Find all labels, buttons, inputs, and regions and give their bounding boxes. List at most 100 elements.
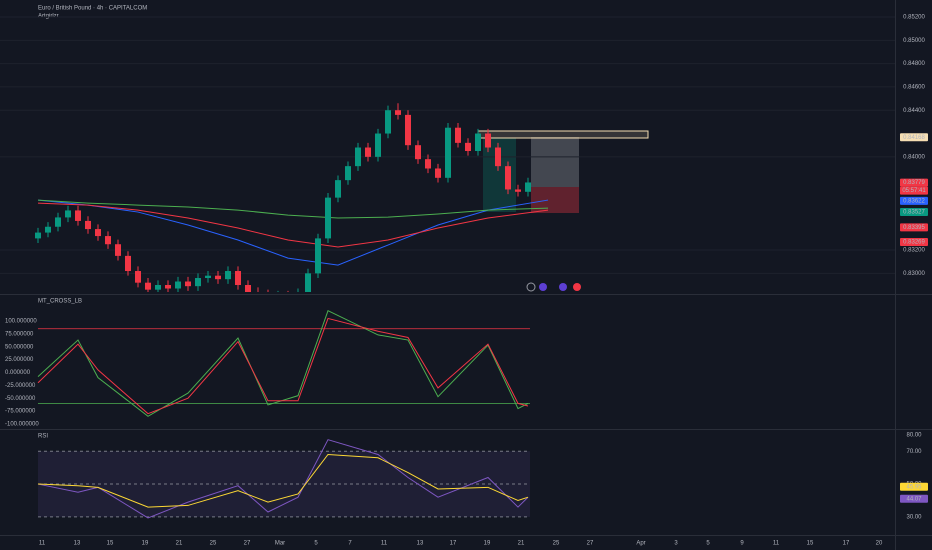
indicator-line [37, 199, 549, 266]
indicator-line [37, 317, 529, 415]
candle-body [165, 285, 171, 289]
x-tick-label: 15 [807, 541, 814, 547]
y-tick-label: 80.00 [906, 432, 922, 438]
indicator-line [37, 453, 529, 508]
pane-title: RSI [38, 434, 48, 440]
y-tick-label: 70.00 [906, 449, 922, 455]
pane [37, 310, 530, 417]
price-badge [900, 238, 928, 247]
x-tick-label: Apr [636, 541, 645, 547]
price-badge [900, 494, 928, 503]
x-tick-label: 15 [107, 541, 114, 547]
x-tick-label: 21 [518, 541, 525, 547]
x-tick-label: 17 [450, 541, 457, 547]
candle-body [325, 197, 331, 239]
icon[interactable] [539, 283, 547, 291]
candle-body [65, 210, 71, 218]
x-tick-label: 13 [74, 541, 81, 547]
price-badge [900, 178, 928, 187]
candle-body [475, 133, 481, 152]
y-tick-label: 25.000000 [5, 357, 34, 363]
price-badge-label: 0.83622 [903, 198, 925, 204]
candle-body [145, 282, 151, 290]
candle-body [455, 127, 461, 143]
tool-icons [526, 282, 581, 292]
highlight-level [477, 130, 649, 139]
y-tick-label: 0.84800 [903, 61, 925, 67]
countdown-bg [900, 186, 928, 195]
indicator-line [37, 310, 529, 417]
price-badge [900, 196, 928, 205]
y-tick-label: 0.000000 [5, 370, 31, 376]
x-tick-label: 5 [314, 541, 318, 547]
candle-body [315, 238, 321, 274]
y-tick-label: 0.85200 [903, 15, 925, 21]
y-tick-label: 0.84400 [903, 108, 925, 114]
candle-body [395, 110, 401, 115]
indicator-line [37, 202, 549, 248]
y-tick-label: -100.000000 [5, 422, 39, 428]
candle-body [235, 271, 241, 286]
x-tick-label: 3 [674, 541, 678, 547]
candle-body [35, 232, 41, 239]
candle-body [155, 285, 161, 290]
countdown: 05:57:41 [902, 188, 926, 194]
candle-body [415, 145, 421, 160]
indicator-line [37, 199, 549, 219]
y-tick-label: 0.83200 [903, 248, 925, 254]
candle-body [465, 142, 471, 152]
icon[interactable] [559, 283, 567, 291]
y-tick-label: 100.000000 [5, 319, 37, 325]
candle-body [125, 255, 131, 272]
projection-zone [531, 137, 579, 187]
candle-body [75, 210, 81, 221]
x-tick-label: 25 [210, 541, 217, 547]
x-tick-label: 19 [142, 541, 149, 547]
candle-body [225, 271, 231, 280]
indicator-line [37, 439, 529, 519]
candle-body [105, 236, 111, 245]
candle-body [55, 217, 61, 227]
candle-body [435, 168, 441, 178]
candle-body [335, 180, 341, 198]
candle-body [245, 285, 251, 292]
candle-body [515, 189, 521, 192]
price-badge-label: 45.95 [906, 484, 922, 490]
candle-body [85, 220, 91, 230]
price-badge-label: 0.83395 [903, 225, 925, 231]
x-tick-label: 13 [417, 541, 424, 547]
y-tick-label: 0.85000 [903, 38, 925, 44]
price-badge [900, 207, 928, 216]
candle-body [115, 244, 121, 256]
y-tick-label: 0.84000 [903, 154, 925, 160]
pane-title: MT_CROSS_LB [38, 299, 82, 305]
candle-body [135, 271, 141, 283]
candle-body [175, 281, 181, 289]
candle-body [445, 127, 451, 178]
candle-body [505, 166, 511, 190]
projection-loss-zone [531, 187, 579, 213]
price-badge-label: 0.83779 [903, 180, 925, 186]
icon[interactable] [573, 283, 581, 291]
y-tick-label: 0.83000 [903, 271, 925, 277]
candle-body [485, 133, 491, 148]
candle-body [45, 226, 51, 233]
candle-body [525, 182, 531, 192]
x-tick-label: 11 [773, 541, 780, 547]
x-tick-label: 27 [244, 541, 251, 547]
x-tick-label: 27 [587, 541, 594, 547]
candle-body [95, 229, 101, 237]
x-tick-label: 7 [348, 541, 352, 547]
pane [35, 103, 549, 292]
candle-body [495, 147, 501, 167]
candle-body [365, 147, 371, 157]
chart-title: Euro / British Pound · 4h · CAPITALCOM [38, 6, 147, 12]
x-tick-label: Mar [275, 541, 285, 547]
icon[interactable] [526, 282, 536, 292]
price-badge [900, 223, 928, 232]
x-tick-label: 20 [876, 541, 883, 547]
price-badge [900, 133, 928, 142]
candle-body [195, 278, 201, 287]
x-tick-label: 25 [553, 541, 560, 547]
